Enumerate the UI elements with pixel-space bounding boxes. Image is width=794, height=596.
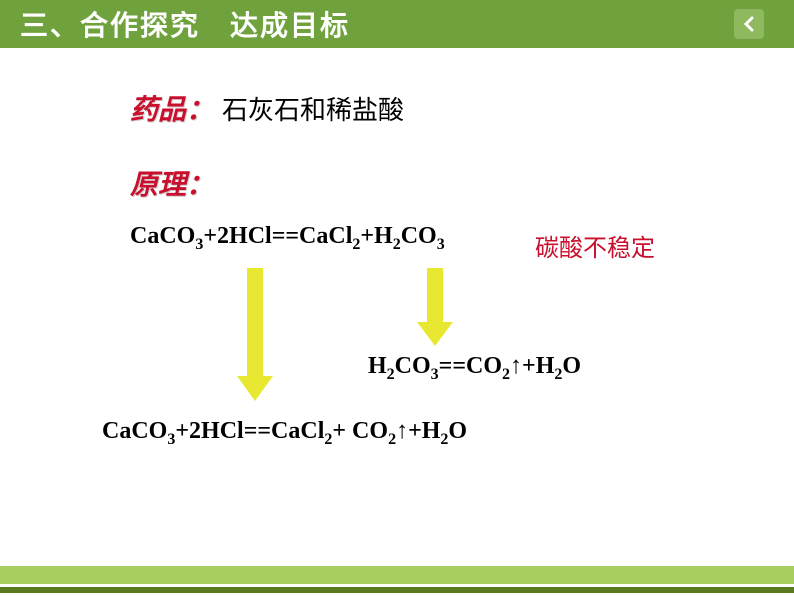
equation-2: H2CO3==CO2↑+H2O: [368, 353, 581, 384]
equation-3: CaCO3+2HCl==CaCl2+ CO2↑+H2O: [102, 418, 467, 449]
equation-1: CaCO3+2HCl==CaCl2+H2CO3: [130, 223, 445, 254]
slide-content: 药品： 石灰石和稀盐酸 原理： CaCO3+2HCl==CaCl2+H2CO3 …: [0, 48, 794, 203]
slide-header: 三、合作探究 达成目标: [0, 0, 794, 48]
arrow-down-icon: [415, 268, 455, 353]
footer-bar-light: [0, 566, 794, 584]
materials-label: 药品：: [130, 88, 214, 128]
principle-line: 原理：: [130, 163, 694, 203]
arrow-down-icon: [235, 268, 275, 408]
principle-label: 原理：: [130, 163, 214, 203]
header-title: 三、合作探究 达成目标: [20, 4, 350, 44]
materials-line: 药品： 石灰石和稀盐酸: [130, 88, 694, 128]
instability-note: 碳酸不稳定: [535, 228, 655, 263]
slide-footer: [0, 566, 794, 596]
footer-bar-dark: [0, 587, 794, 593]
materials-text: 石灰石和稀盐酸: [222, 90, 404, 127]
back-arrow-icon[interactable]: [734, 9, 764, 39]
